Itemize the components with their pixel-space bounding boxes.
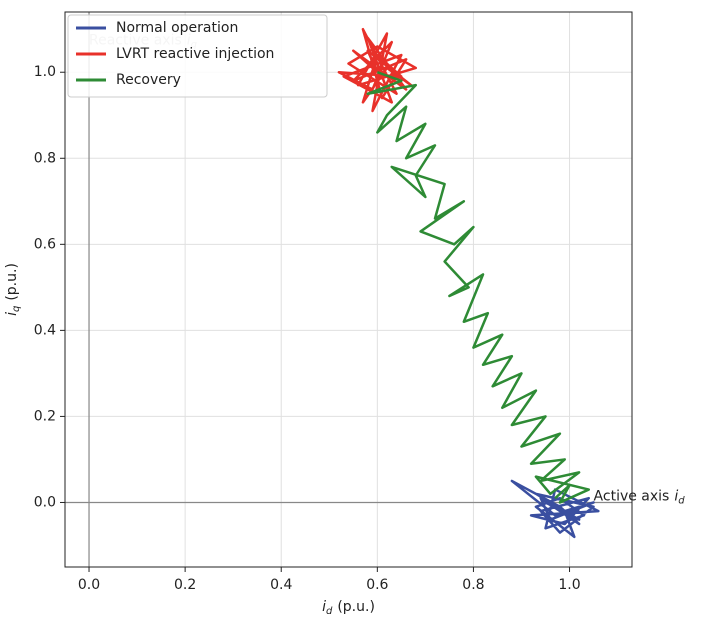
x-tick-label: 1.0	[558, 577, 580, 593]
x-tick-label: 0.6	[366, 577, 388, 593]
y-label-subscript: q	[11, 306, 22, 312]
x-label-subscript: d	[326, 606, 333, 617]
y-tick-label: 0.0	[34, 494, 56, 510]
series-line	[366, 71, 591, 504]
x-label-symbol: i	[322, 599, 326, 615]
legend-label: LVRT reactive injection	[116, 46, 274, 62]
annotation-text: Active axis	[594, 488, 670, 504]
x-tick-label: 0.2	[174, 577, 196, 593]
x-tick-label: 0.4	[270, 577, 292, 593]
annotation-subscript: d	[678, 495, 685, 506]
legend-box	[67, 14, 328, 98]
y-label-unit: (p.u.)	[4, 263, 20, 301]
plot-background	[65, 12, 632, 567]
legend-label: Normal operation	[116, 20, 238, 36]
x-axis-label: id (p.u.)	[322, 599, 375, 617]
plot-frame	[64, 11, 633, 568]
y-tick-label: 1.0	[34, 64, 56, 80]
legend-label: Recovery	[116, 72, 181, 88]
y-tick-label: 0.4	[34, 322, 56, 338]
y-tick-label: 0.8	[34, 150, 56, 166]
series-line	[337, 27, 418, 113]
x-tick-label: 0.0	[78, 577, 100, 593]
y-tick-label: 0.2	[34, 408, 56, 424]
y-label-symbol: i	[4, 312, 20, 316]
x-tick-label: 0.8	[462, 577, 484, 593]
y-axis-label: iq (p.u.)	[4, 263, 22, 316]
annotation: Active axis id	[594, 488, 686, 506]
x-label-unit: (p.u.)	[337, 599, 375, 615]
series-line	[510, 479, 600, 539]
y-tick-label: 0.6	[34, 236, 56, 252]
annotation-symbol: i	[674, 488, 678, 504]
